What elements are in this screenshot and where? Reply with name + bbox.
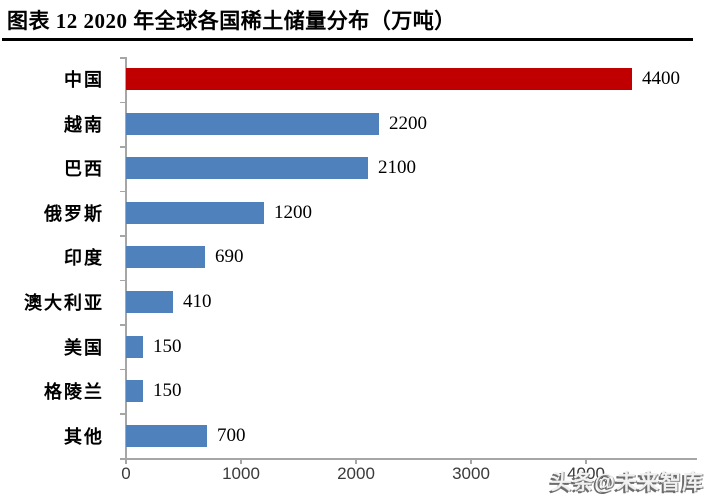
category-label: 俄罗斯 xyxy=(44,203,104,224)
bar-row: 越南 2200 xyxy=(0,102,708,147)
y-axis-tick xyxy=(120,235,126,237)
bar-row: 中国 4400 xyxy=(0,57,708,102)
x-axis-tick-label: 0 xyxy=(121,464,131,483)
y-axis-tick xyxy=(120,190,126,193)
category-label: 澳大利亚 xyxy=(24,293,104,313)
x-axis-tick xyxy=(240,458,242,464)
x-axis-tick-label: 4000 xyxy=(567,464,605,483)
bar xyxy=(126,380,143,403)
x-axis-tick xyxy=(470,458,472,464)
category-label: 越南 xyxy=(64,114,104,135)
value-label: 2100 xyxy=(378,157,416,179)
category-label: 巴西 xyxy=(64,159,104,180)
category-label: 印度 xyxy=(64,248,104,269)
x-axis-tick xyxy=(125,458,127,464)
value-label: 1200 xyxy=(274,201,312,223)
value-label: 700 xyxy=(217,424,246,446)
y-axis-line xyxy=(125,57,127,459)
x-axis-tick xyxy=(585,458,587,464)
x-axis-tick xyxy=(355,458,357,464)
x-axis-tick-label: 3000 xyxy=(452,464,490,483)
value-label: 150 xyxy=(153,335,182,357)
category-label: 美国 xyxy=(64,337,104,358)
bar xyxy=(126,424,207,447)
bar xyxy=(126,201,264,224)
value-label: 2200 xyxy=(389,112,427,134)
category-label: 格陵兰 xyxy=(44,382,104,403)
value-label: 410 xyxy=(183,291,212,312)
bar-row: 其他 700 xyxy=(0,413,708,458)
bar-row: 印度 690 xyxy=(0,235,708,280)
bar-row: 俄罗斯 1200 xyxy=(0,191,708,236)
y-axis-tick xyxy=(120,368,126,371)
x-axis-tick-label: 1000 xyxy=(222,464,260,483)
bar-row: 格陵兰 150 xyxy=(0,369,708,414)
bar xyxy=(126,112,379,135)
bar xyxy=(126,291,173,313)
bar xyxy=(126,335,143,358)
title-divider xyxy=(2,38,693,41)
y-axis-tick xyxy=(120,57,126,59)
y-axis-tick xyxy=(120,458,126,460)
x-axis-tick-label: 2000 xyxy=(337,464,375,483)
y-axis-tick xyxy=(120,279,126,282)
y-axis-tick xyxy=(120,101,126,104)
y-axis-tick xyxy=(120,324,126,326)
y-axis-tick xyxy=(120,413,126,415)
bar-row: 澳大利亚 410 xyxy=(0,280,708,325)
bar-row: 巴西 2100 xyxy=(0,146,708,191)
bar xyxy=(126,157,368,180)
bar xyxy=(126,68,632,91)
category-label: 中国 xyxy=(64,70,104,91)
bar-rows: 中国 4400 越南 2200 巴西 2100 俄罗斯 1200 印度 xyxy=(0,57,708,458)
category-label: 其他 xyxy=(64,426,104,447)
x-axis-line xyxy=(125,458,697,460)
value-label: 4400 xyxy=(642,68,680,90)
value-label: 690 xyxy=(215,246,244,268)
bar-row: 美国 150 xyxy=(0,324,708,369)
chart-title: 图表 12 2020 年全球各国稀土储量分布（万吨） xyxy=(7,9,456,33)
value-label: 150 xyxy=(153,380,182,402)
bar xyxy=(126,246,205,269)
y-axis-tick xyxy=(120,146,126,148)
watermark: 头条@未来智库 xyxy=(550,471,704,494)
